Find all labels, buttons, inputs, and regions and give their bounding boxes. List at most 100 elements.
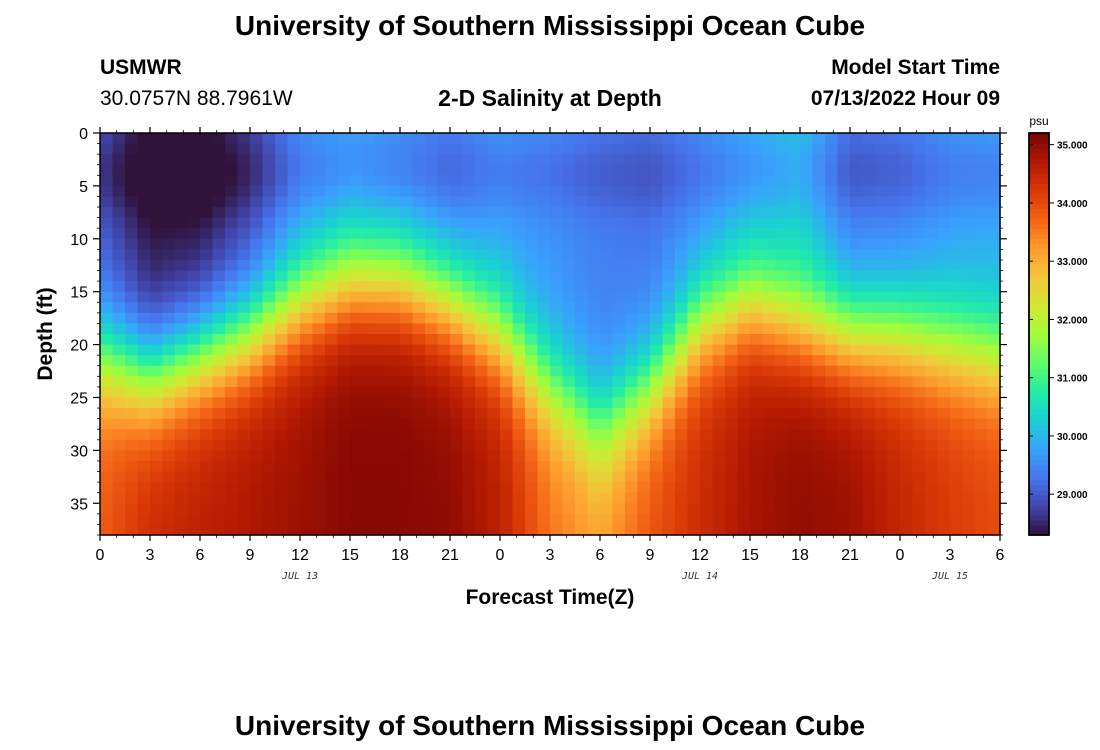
heatmap-cell [212,418,226,430]
heatmap-cell [550,323,564,335]
heatmap-cell [687,312,701,325]
heatmap-cell [337,439,351,451]
heatmap-cell [737,323,751,335]
heatmap-cell [437,196,451,208]
heatmap-cell [425,439,439,451]
heatmap-cell [450,196,464,208]
heatmap-cell [987,344,1001,356]
heatmap-cell [262,217,276,229]
heatmap-cell [112,270,126,282]
heatmap-cell [487,513,501,526]
heatmap-cell [762,439,776,451]
heatmap-cell [950,291,964,303]
heatmap-cell [925,259,939,272]
heatmap-cell [612,513,626,526]
heatmap-cell [375,376,389,388]
heatmap-cell [262,154,276,166]
heatmap-cell [587,323,601,335]
heatmap-cell [725,164,739,176]
heatmap-cell [762,513,776,526]
heatmap-cell [262,259,276,272]
heatmap-cell [812,270,826,282]
heatmap-cell [450,365,464,377]
heatmap-cell [112,291,126,303]
heatmap-cell [312,513,326,526]
heatmap-cell [662,524,676,536]
heatmap-cell [925,471,939,483]
heatmap-cell [412,513,426,526]
heatmap-cell [862,429,876,441]
heatmap-cell [350,344,364,356]
heatmap-cell [200,408,214,420]
colorbar-swatch [1029,203,1049,209]
heatmap-cell [650,164,664,176]
heatmap-cell [437,133,451,145]
heatmap-cell [862,312,876,325]
heatmap-cell [275,143,289,155]
heatmap-cell [250,185,264,198]
heatmap-cell [112,365,126,377]
heatmap-cell [300,154,314,166]
x-axis-title: Forecast Time(Z) [466,586,635,609]
heatmap-cell [575,524,589,536]
heatmap-cell [775,344,789,356]
heatmap-cell [712,524,726,536]
heatmap-cell [575,185,589,198]
heatmap-cell [425,334,439,346]
heatmap-cell [987,270,1001,282]
heatmap-cell [975,196,989,208]
heatmap-cell [625,429,639,441]
heatmap-cell [562,397,576,409]
heatmap-cell [200,344,214,356]
colorbar-swatch [1029,283,1049,290]
heatmap-cell [600,249,614,261]
heatmap-cell [112,386,126,399]
heatmap-cell [625,365,639,377]
heatmap-cell [375,418,389,430]
heatmap-cell [475,418,489,430]
heatmap-cell [562,175,576,187]
heatmap-cell [237,524,251,536]
heatmap-cell [400,439,414,451]
heatmap-cell [487,460,501,473]
heatmap-cell [737,460,751,473]
heatmap-cell [775,460,789,473]
heatmap-cell [125,386,139,399]
heatmap-cell [150,302,164,314]
heatmap-cell [725,259,739,272]
heatmap-cell [587,175,601,187]
heatmap-cell [800,344,814,356]
heatmap-cell [850,450,864,462]
heatmap-cell [212,397,226,409]
heatmap-cell [162,143,176,155]
heatmap-cell [362,503,376,515]
heatmap-cell [125,418,139,430]
y-tick-label: 20 [70,338,88,355]
heatmap-cell [500,175,514,187]
heatmap-cell [612,376,626,388]
heatmap-cell [725,503,739,515]
heatmap-cell [537,524,551,536]
heatmap-cell [725,207,739,219]
heatmap-cell [312,196,326,208]
heatmap-cell [275,450,289,462]
heatmap-cell [662,450,676,462]
x-tick-label: 0 [96,547,105,564]
heatmap-cell [687,429,701,441]
heatmap-cell [837,439,851,451]
heatmap-cell [950,312,964,325]
heatmap-cell [925,450,939,462]
heatmap-cell [875,376,889,388]
heatmap-cell [575,344,589,356]
heatmap-cell [262,429,276,441]
heatmap-cell [362,355,376,367]
heatmap-cell [275,238,289,250]
heatmap-cell [637,217,651,229]
heatmap-cell [375,291,389,303]
heatmap-cell [525,217,539,229]
heatmap-cell [150,376,164,388]
heatmap-cell [775,482,789,494]
heatmap-cell [175,270,189,282]
heatmap-cell [962,154,976,166]
heatmap-cell [287,185,301,198]
